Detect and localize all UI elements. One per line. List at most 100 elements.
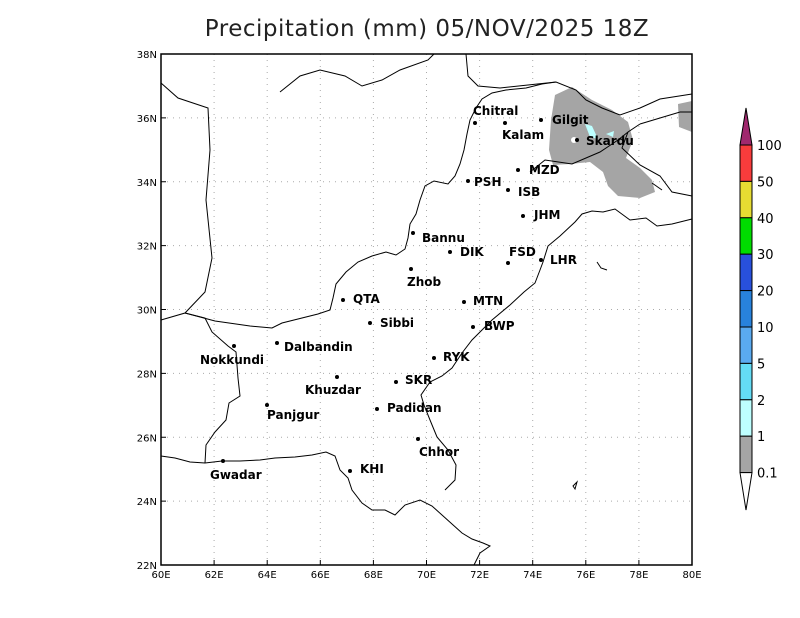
city-marker: SKR [394,373,432,387]
colorbar: 100 50 40 30 20 10 5 2 1 0.1 [739,107,782,511]
colorbar-swatch [739,326,753,364]
lat-tick-label: 32N [137,242,157,253]
city-dot-icon [503,121,507,125]
lon-tick-label: 70E [417,570,436,581]
city-marker: Bannu [411,231,465,245]
city-dot-icon [409,267,413,271]
lon-tick-label: 76E [576,570,595,581]
colorbar-label: 50 [757,175,774,190]
coastline [160,451,492,566]
city-marker: Zhob [407,267,441,289]
city-label: Skardu [586,134,634,148]
precip-area-moderate [585,124,598,139]
lat-tick-label: 22N [137,561,157,572]
city-dot-icon [275,341,279,345]
city-marker: Panjgur [265,403,319,422]
city-dot-icon [368,321,372,325]
city-marker: QTA [341,292,380,306]
colorbar-label: 100 [757,139,782,154]
lat-tick-label: 34N [137,178,157,189]
city-label: Kalam [502,128,544,142]
city-label: Nokkundi [200,353,264,367]
city-dot-icon [411,231,415,235]
city-label: PSH [474,175,501,189]
city-dot-icon [539,258,543,262]
city-marker: Gilgit [539,113,589,127]
pakistan-india-border [420,208,693,491]
city-label: Chitral [473,104,518,118]
colorbar-swatch [739,217,753,255]
afghanistan-iran-border [160,82,213,321]
city-dot-icon [466,179,470,183]
lon-tick-label: 64E [258,570,277,581]
city-label: BWP [484,319,515,333]
city-marker: JHM [521,208,560,222]
city-dot-icon [265,403,269,407]
city-marker: Dalbandin [275,340,353,354]
city-dot-icon [462,300,466,304]
lat-tick-label: 38N [137,50,157,61]
city-marker: Nokkundi [200,344,264,367]
city-dot-icon [539,118,543,122]
city-marker: BWP [471,319,515,333]
lat-tick-label: 28N [137,369,157,380]
city-label: Bannu [422,231,465,245]
colorbar-label: 5 [757,357,765,372]
city-marker: RYK [432,350,470,364]
city-label: Khuzdar [305,383,361,397]
city-dot-icon [471,325,475,329]
china-border [621,131,693,197]
city-label: Gwadar [210,468,262,482]
lon-tick-label: 66E [311,570,330,581]
city-dot-icon [394,380,398,384]
colorbar-label: 2 [757,394,765,409]
lake [651,182,663,191]
river-mark [596,261,608,271]
kashmir-east [639,111,692,125]
colorbar-label: 40 [757,212,774,227]
city-dot-icon [516,168,520,172]
city-marker: Gwadar [210,459,262,482]
city-marker: Khuzdar [305,375,361,397]
colorbar-min-triangle [739,472,753,511]
colorbar-label: 0.1 [757,467,778,482]
city-dot-icon [375,407,379,411]
lon-tick-label: 74E [523,570,542,581]
city-dot-icon [575,138,579,142]
city-dot-icon [521,214,525,218]
city-label: MZD [529,163,560,177]
city-marker: Sibbi [368,316,414,330]
city-dot-icon [221,459,225,463]
city-marker: PSH [466,175,501,189]
colorbar-swatch [739,362,753,401]
city-label: ISB [518,185,540,199]
colorbar-label: 30 [757,248,774,263]
colorbar-label: 20 [757,285,774,300]
precip-area-moderate [606,131,614,137]
city-label: RYK [443,350,470,364]
city-marker: DIK [448,245,484,259]
colorbar-swatch [739,399,753,437]
city-marker: Chitral [473,104,518,125]
city-marker: FSD [506,245,536,265]
city-label: Panjgur [267,408,319,422]
city-dot-icon [473,121,477,125]
island [572,480,579,491]
lon-tick-label: 62E [205,570,224,581]
lat-tick-label: 36N [137,114,157,125]
city-dot-icon [348,469,352,473]
city-dot-icon [232,344,236,348]
city-label: JHM [533,208,560,222]
city-marker: Skardu [575,134,634,148]
city-label: FSD [509,245,536,259]
city-label: Chhor [419,445,459,459]
colorbar-swatch [739,144,753,182]
afghanistan-pakistan-border [184,81,557,329]
lon-tick-label: 72E [470,570,489,581]
axis-ticks: 60E 62E 64E 66E 68E 70E 72E 74E 76E 78E 80E 38N 36N 3… [137,50,702,581]
city-label: SKR [405,373,432,387]
colorbar-label: 1 [757,430,765,445]
city-dot-icon [448,250,452,254]
city-label: Zhob [407,275,441,289]
